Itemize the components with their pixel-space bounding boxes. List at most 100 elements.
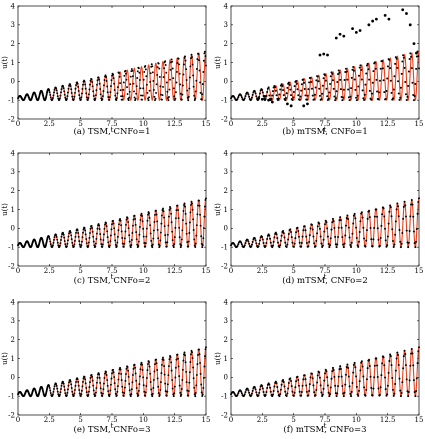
approx-point — [51, 98, 54, 101]
approx-point — [367, 68, 370, 71]
approx-point — [145, 227, 148, 230]
approx-point — [171, 387, 174, 390]
approx-point — [253, 90, 256, 93]
approx-point — [161, 363, 163, 366]
approx-point — [135, 379, 138, 382]
approx-point — [70, 88, 73, 91]
approx-point — [157, 385, 160, 388]
approx-point — [384, 227, 387, 230]
approx-point — [357, 85, 360, 88]
approx-point — [184, 59, 187, 62]
approx-point — [301, 384, 304, 387]
approx-point — [344, 224, 347, 227]
approx-point — [108, 98, 111, 101]
approx-point — [48, 91, 51, 94]
approx-point — [119, 219, 122, 222]
approx-point — [347, 218, 350, 221]
outlier-point — [263, 95, 267, 98]
approx-point — [330, 228, 333, 231]
approx-point — [102, 382, 105, 385]
panel-caption: (c) TSM, CNFo=2 — [74, 275, 151, 286]
y-tick-label: 4 — [11, 2, 16, 10]
approx-point — [198, 199, 200, 202]
approx-point — [326, 95, 329, 98]
approx-point — [96, 381, 98, 384]
approx-point — [274, 86, 277, 89]
approx-point — [92, 384, 95, 387]
approx-point — [154, 363, 156, 366]
approx-point — [49, 389, 52, 392]
y-tick-label: 4 — [224, 298, 229, 306]
approx-point — [73, 239, 76, 242]
approx-point — [418, 197, 420, 200]
approx-point — [193, 244, 196, 247]
approx-point — [376, 227, 379, 230]
approx-point — [304, 94, 307, 97]
approx-point — [131, 232, 134, 234]
approx-point — [106, 379, 109, 381]
approx-point — [121, 95, 124, 98]
approx-point — [130, 393, 133, 396]
approx-point — [156, 73, 159, 76]
approx-point — [205, 197, 207, 200]
approx-point — [137, 245, 140, 247]
y-tick-label: 1 — [11, 206, 15, 214]
approx-point — [300, 83, 303, 86]
approx-point — [188, 221, 191, 224]
approx-point — [96, 79, 99, 82]
approx-point — [78, 392, 81, 395]
approx-point — [191, 63, 194, 66]
approx-point — [194, 90, 197, 93]
approx-point — [83, 375, 86, 378]
approx-point — [134, 97, 137, 100]
approx-point — [162, 85, 164, 88]
approx-point — [146, 219, 149, 222]
approx-point — [159, 85, 162, 88]
approx-point — [152, 229, 155, 232]
approx-point — [410, 55, 413, 58]
approx-point — [365, 72, 368, 75]
approx-point — [144, 245, 147, 248]
panel-caption: (e) TSM, CNFo=3 — [74, 424, 151, 435]
approx-point — [370, 238, 373, 241]
approx-point — [183, 204, 185, 206]
approx-point — [199, 362, 202, 364]
approx-point — [380, 224, 383, 227]
y-axis-label: u(t) — [1, 56, 9, 69]
approx-point — [51, 393, 54, 396]
approx-point — [356, 94, 359, 97]
approx-point — [119, 82, 122, 85]
approx-point — [264, 245, 267, 248]
approx-point — [92, 95, 95, 97]
approx-point — [342, 96, 345, 99]
approx-point — [355, 236, 358, 239]
approx-point — [161, 94, 164, 97]
approx-point — [410, 198, 413, 201]
approx-point — [413, 390, 416, 393]
approx-point — [359, 369, 362, 372]
approx-point — [142, 87, 145, 90]
outlier-point — [270, 100, 274, 104]
approx-point — [313, 242, 316, 245]
approx-point — [179, 246, 182, 249]
approx-point — [277, 241, 279, 244]
approx-point — [205, 64, 207, 67]
y-axis-label: u(t) — [214, 56, 222, 69]
y-tick-label: 4 — [224, 149, 229, 157]
approx-point — [341, 99, 344, 102]
approx-point — [373, 61, 376, 64]
approx-point — [351, 68, 354, 71]
approx-point — [59, 242, 62, 245]
approx-point — [98, 78, 101, 81]
x-tick-label: 2.5 — [257, 416, 268, 424]
chart-panel-4: 0 2.5 5 7.5 10 12.5 15 -2 -1 0 1 2 3 4 t u(t) (e) TSM, C… — [1, 298, 210, 435]
x-tick-label: 15 — [415, 267, 424, 275]
approx-point — [350, 241, 353, 244]
approx-point — [80, 393, 83, 396]
approx-point — [141, 98, 144, 101]
approx-point — [335, 90, 338, 93]
approx-point — [339, 78, 342, 81]
approx-point — [126, 93, 129, 96]
approx-point — [262, 390, 265, 393]
approx-point — [337, 69, 340, 72]
